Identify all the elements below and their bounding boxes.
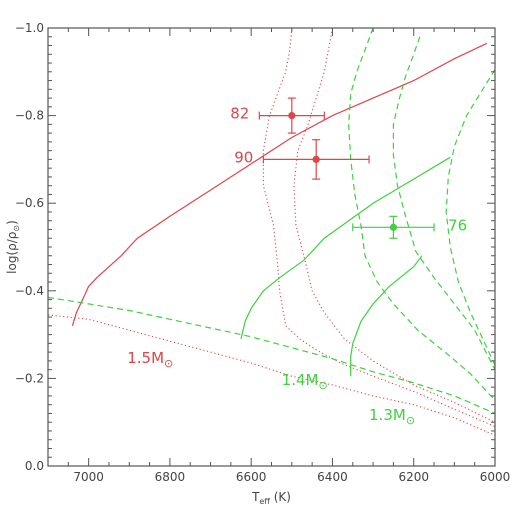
y-tick-label: −0.8 — [15, 109, 44, 123]
star-point-90: 90 — [234, 139, 370, 180]
track-red-dotted-2 — [262, 28, 495, 428]
track-green-solid-5 — [350, 255, 423, 377]
data-points: 82 90 76 — [230, 97, 467, 239]
y-tick-label: 0.0 — [25, 459, 44, 473]
axis-ticks: 7000 6800 6600 6400 6200 6000 0.0 −0.2 −0.4 −0.6 −… — [15, 21, 510, 484]
mass-labels: 1.5M⊙ 1.4M⊙ 1.3M⊙ — [127, 349, 415, 427]
mass-label: 1.4M⊙ — [282, 371, 328, 392]
x-tick-label: 6600 — [236, 470, 267, 484]
x-tick-label: 6400 — [317, 470, 348, 484]
star-marker — [389, 223, 398, 231]
y-tick-label: −1.0 — [15, 21, 44, 35]
y-axis-label-end: ) — [5, 220, 19, 225]
y-axis-label: log(ρ/ρ⊙) — [5, 220, 21, 274]
x-axis-label-unit: (K) — [274, 490, 291, 504]
track-green-dashed-8 — [392, 36, 495, 370]
track-red-solid-0 — [71, 42, 488, 326]
star-marker — [312, 155, 320, 163]
x-tick-label: 7000 — [73, 470, 104, 484]
star-marker — [288, 112, 296, 120]
x-axis-label-main: T — [251, 490, 260, 504]
y-tick-label: −0.6 — [15, 196, 44, 210]
track-green-dashed-9 — [445, 69, 495, 366]
mass-label: 1.3M⊙ — [369, 406, 415, 427]
track-red-dotted-1 — [48, 314, 495, 436]
plot-frame — [47, 27, 496, 467]
star-label: 82 — [230, 105, 249, 123]
x-tick-label: 6800 — [155, 470, 186, 484]
track-green-dashed-6 — [48, 296, 495, 414]
y-axis-label-main: log(ρ/ρ — [5, 232, 19, 274]
y-tick-label: −0.4 — [15, 284, 44, 298]
track-green-solid-4 — [240, 156, 451, 340]
star-point-82: 82 — [230, 97, 325, 134]
y-tick-label: −0.2 — [15, 371, 44, 385]
x-axis-label: Teff (K) — [251, 490, 291, 506]
star-point-76: 76 — [352, 215, 467, 239]
track-green-dashed-7 — [348, 28, 495, 401]
model-tracks — [48, 28, 495, 436]
mass-label: 1.5M⊙ — [127, 349, 173, 370]
x-tick-label: 6200 — [398, 470, 429, 484]
track-red-dotted-3 — [293, 28, 495, 423]
x-axis-label-sub: eff — [259, 497, 270, 506]
y-axis-label-sym: ⊙ — [12, 225, 21, 232]
x-tick-label: 6000 — [480, 470, 511, 484]
star-label: 76 — [448, 216, 467, 234]
star-label: 90 — [234, 148, 253, 166]
